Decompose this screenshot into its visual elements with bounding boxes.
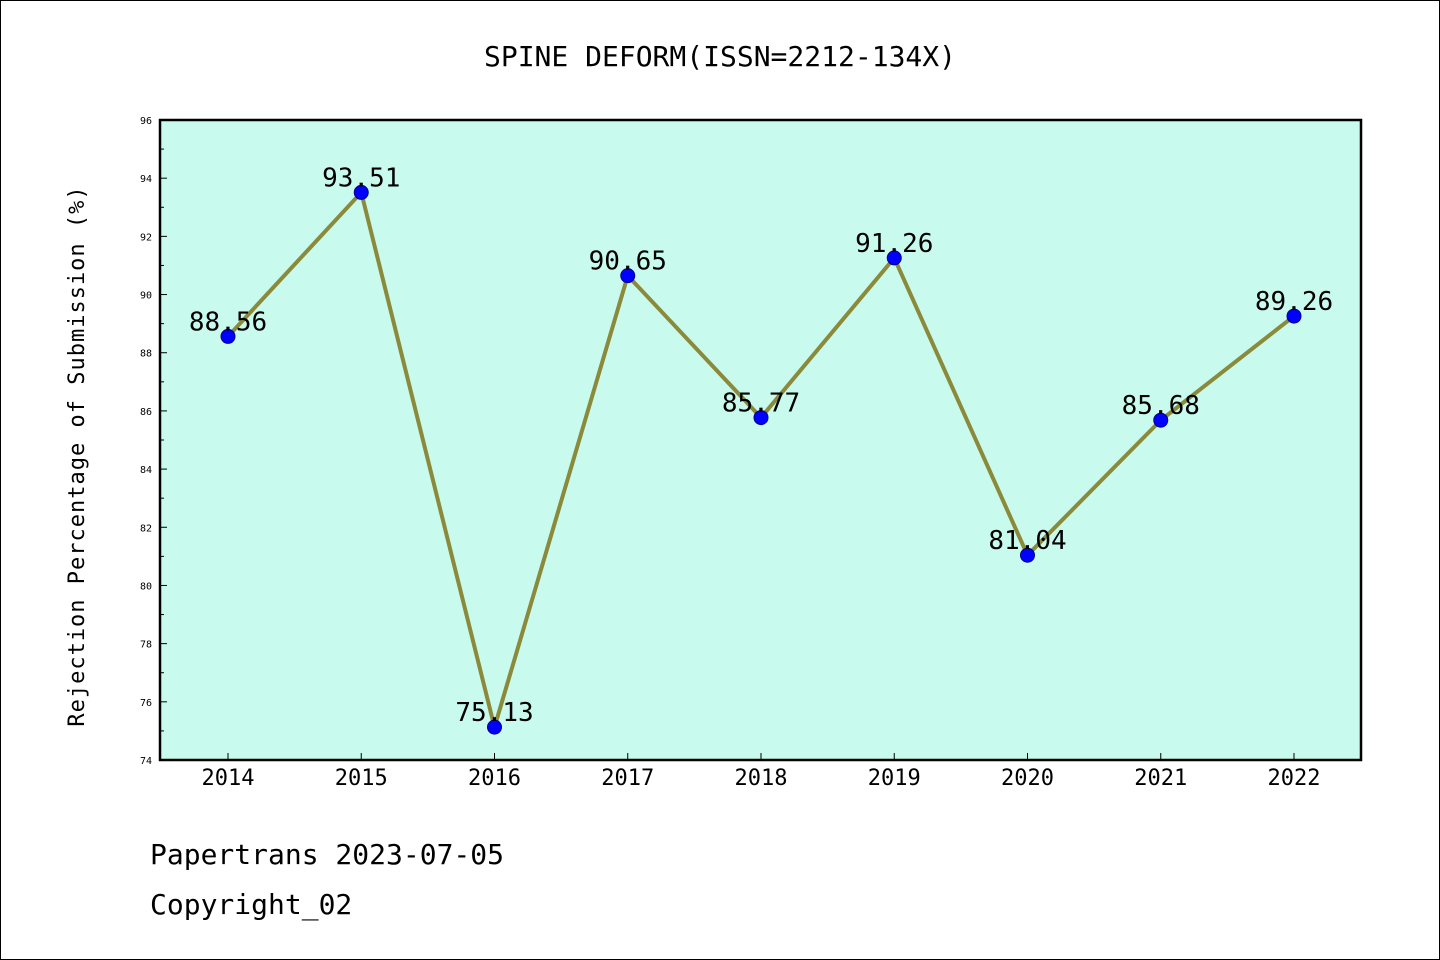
data-point	[886, 250, 902, 266]
data-label: 75.13	[455, 698, 533, 728]
data-point	[620, 268, 636, 284]
y-tick-label: 86	[140, 407, 152, 418]
y-tick-label: 82	[140, 523, 152, 534]
data-point	[1020, 547, 1035, 563]
y-tick-label: 94	[140, 174, 152, 185]
x-tick-label: 2017	[601, 766, 654, 791]
data-label: 91.26	[855, 229, 933, 259]
x-tick-label: 2022	[1268, 766, 1321, 791]
y-tick-label: 88	[140, 349, 152, 360]
data-label: 85.77	[722, 389, 800, 419]
y-axis: 74 76 78 80 82 84 86 88 90 92 94 96	[140, 116, 167, 767]
data-label: 93.51	[322, 163, 400, 193]
chart-title: SPINE DEFORM(ISSN=2212-134X)	[484, 40, 956, 73]
x-tick-label: 2019	[868, 766, 921, 791]
data-label: 85.68	[1122, 391, 1200, 421]
y-tick-label: 84	[140, 465, 152, 476]
y-tick-label: 90	[140, 291, 152, 302]
y-tick-label: 74	[140, 756, 152, 767]
data-point	[753, 410, 769, 426]
y-axis-label: Rejection Percentage of Submission (%)	[65, 185, 90, 726]
data-label: 90.65	[589, 247, 667, 277]
data-point	[487, 719, 502, 735]
x-tick-label: 2018	[735, 766, 788, 791]
data-point	[1286, 308, 1302, 324]
data-point	[220, 328, 236, 344]
x-axis: 2014 2015 2016 2017 2018 2019 2020 2021 2022	[202, 753, 1321, 791]
marker-group	[220, 184, 1302, 735]
x-tick-label: 2020	[1001, 766, 1054, 791]
x-tick-label: 2014	[202, 766, 255, 791]
data-label: 89.26	[1255, 287, 1333, 317]
x-tick-label: 2015	[335, 766, 388, 791]
x-tick-label: 2016	[468, 766, 521, 791]
y-tick-label: 96	[140, 116, 152, 127]
data-point	[353, 184, 369, 200]
footer-date: Papertrans 2023-07-05	[150, 838, 504, 871]
data-label-group: 88.56 93.51 75.13 90.65 85.77 91.26 81.04 85.68…	[189, 163, 1333, 728]
y-tick-label: 80	[140, 581, 152, 592]
y-tick-label: 76	[140, 698, 152, 709]
footer-copyright: Copyright_02	[150, 888, 352, 922]
y-tick-label: 92	[140, 232, 152, 243]
x-tick-label: 2021	[1134, 766, 1187, 791]
y-tick-label: 78	[140, 640, 152, 651]
data-label: 81.04	[988, 526, 1066, 556]
data-point	[1153, 412, 1169, 428]
plot-area	[158, 118, 1363, 762]
data-label: 88.56	[189, 307, 267, 337]
